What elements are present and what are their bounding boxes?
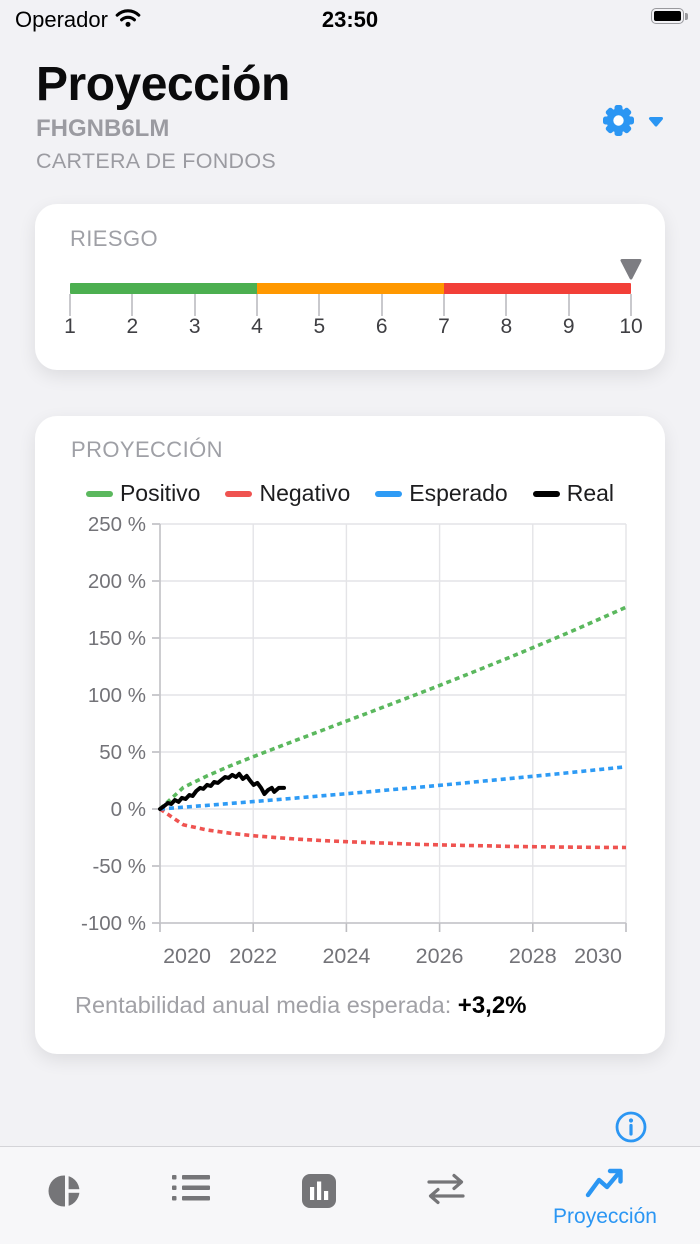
bar-chart-icon <box>301 1173 337 1212</box>
risk-scale-number: 5 <box>313 315 326 338</box>
svg-text:-50 %: -50 % <box>92 855 146 878</box>
svg-text:2022: 2022 <box>229 944 277 968</box>
svg-text:2020: 2020 <box>163 944 211 968</box>
status-bar: Operador 23:50 <box>0 0 700 40</box>
legend-item: Positivo <box>85 480 201 507</box>
projection-chart: 250 % 200 % 150 % 100 % 50 % 0 % -50 % -100 % 20… <box>81 513 627 968</box>
tab-list[interactable] <box>128 1147 256 1244</box>
tab-projection[interactable]: Proyección <box>510 1147 700 1244</box>
list-icon <box>171 1173 211 1206</box>
risk-tick <box>193 294 196 316</box>
svg-text:0 %: 0 % <box>111 798 146 821</box>
tab-projection-label: Proyección <box>553 1205 657 1228</box>
gear-icon <box>598 100 639 144</box>
svg-text:2024: 2024 <box>322 944 370 968</box>
svg-text:250 %: 250 % <box>88 513 146 536</box>
tab-transactions[interactable] <box>383 1147 511 1244</box>
expected-return-caption: Rentabilidad anual media esperada: +3,2% <box>75 992 625 1020</box>
page-title: Proyección <box>36 58 290 111</box>
risk-tick <box>443 294 445 316</box>
carrier-label: Operador <box>15 7 108 32</box>
risk-scale-number: 6 <box>375 315 388 338</box>
legend-swatch-icon <box>532 490 560 497</box>
portfolio-id: FHGNB6LM <box>36 115 170 142</box>
risk-card: RIESGO 1 2 3 4 5 6 7 8 9 10 <box>35 204 665 370</box>
chart-legend: Positivo Negativo Esperado Real <box>35 480 665 507</box>
expected-return-value: +3,2% <box>457 992 527 1019</box>
legend-label: Esperado <box>409 480 508 506</box>
risk-scale-number: 10 <box>619 315 643 338</box>
risk-scale-number: 2 <box>126 315 139 338</box>
legend-swatch-icon <box>375 490 403 497</box>
projection-card-title: PROYECCIÓN <box>71 437 223 462</box>
risk-tick <box>567 294 570 316</box>
battery-icon <box>651 8 688 24</box>
svg-text:100 %: 100 % <box>88 684 146 707</box>
legend-item: Negativo <box>225 480 350 507</box>
risk-card-title: RIESGO <box>70 226 158 251</box>
svg-text:200 %: 200 % <box>88 570 146 593</box>
risk-scale: 1 2 3 4 5 6 7 8 9 10 <box>64 315 643 341</box>
svg-text:2030: 2030 <box>574 944 622 968</box>
risk-tick <box>256 294 258 316</box>
pie-chart-icon <box>46 1173 82 1212</box>
risk-segment <box>257 283 444 294</box>
risk-scale-number: 1 <box>64 315 76 338</box>
risk-scale-number: 3 <box>188 315 201 338</box>
legend-label: Real <box>566 480 615 506</box>
svg-text:2028: 2028 <box>509 944 557 968</box>
risk-tick <box>630 294 632 316</box>
svg-text:150 %: 150 % <box>88 627 146 650</box>
tab-bar: Proyección <box>0 1146 700 1244</box>
risk-tick <box>69 294 71 316</box>
risk-scale-number: 4 <box>251 315 263 338</box>
risk-slider: 1 2 3 4 5 6 7 8 9 10 <box>64 258 643 350</box>
risk-bar <box>70 283 631 294</box>
chevron-down-icon <box>648 115 664 130</box>
trend-up-icon <box>585 1167 625 1202</box>
risk-tick <box>380 294 383 316</box>
legend-swatch-icon <box>85 490 113 497</box>
svg-text:2026: 2026 <box>416 944 464 968</box>
risk-scale-number: 7 <box>438 315 450 338</box>
risk-scale-number: 8 <box>500 315 513 338</box>
svg-text:50 %: 50 % <box>99 741 146 764</box>
risk-scale-number: 9 <box>562 315 575 338</box>
settings-button[interactable] <box>598 100 664 144</box>
risk-tick <box>131 294 134 316</box>
risk-segment <box>444 283 631 294</box>
legend-item: Real <box>532 480 615 507</box>
triangle-down-icon[interactable] <box>619 258 643 280</box>
swap-arrows-icon <box>427 1173 465 1208</box>
risk-segment <box>70 283 257 294</box>
legend-label: Positivo <box>119 480 201 506</box>
clock: 23:50 <box>321 7 379 32</box>
header: Proyección FHGNB6LM CARTERA DE FONDOS <box>0 0 700 174</box>
info-icon <box>614 1111 648 1147</box>
risk-tick <box>318 294 321 316</box>
legend-label: Negativo <box>259 480 351 506</box>
info-button[interactable] <box>614 1110 648 1144</box>
portfolio-type: CARTERA DE FONDOS <box>36 149 277 173</box>
svg-text:-100 %: -100 % <box>81 912 146 935</box>
legend-item: Esperado <box>375 480 508 507</box>
projection-card: PROYECCIÓN Positivo Negativo Esperado Real … <box>35 416 665 1054</box>
expected-return-text: Rentabilidad anual media esperada: <box>75 992 458 1018</box>
tab-charts[interactable] <box>255 1147 383 1244</box>
wifi-icon <box>115 8 141 33</box>
tab-portfolio[interactable] <box>0 1147 128 1244</box>
risk-tick <box>505 294 508 316</box>
risk-ticks <box>69 294 632 316</box>
legend-swatch-icon <box>225 490 253 497</box>
